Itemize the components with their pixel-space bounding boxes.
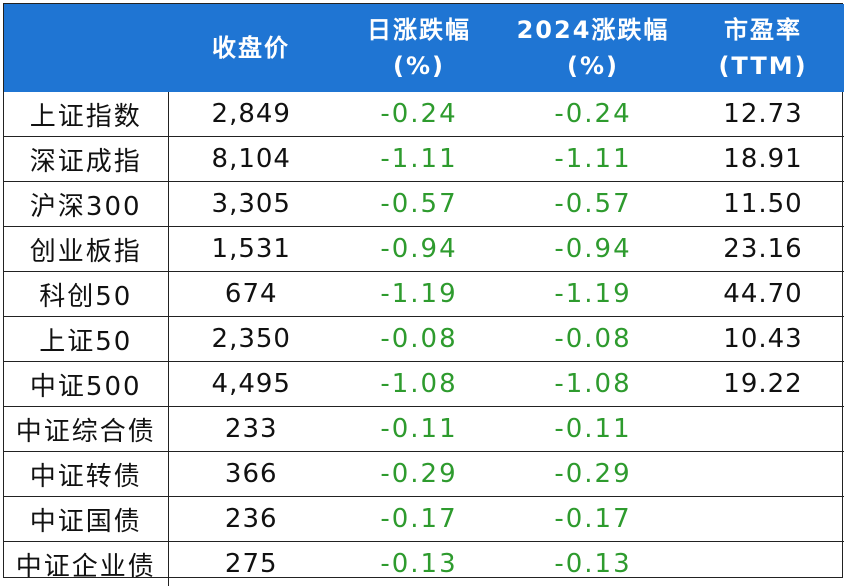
table-header-row: 收盘价 日涨跌幅 (%) 2024涨跌幅 (%) 市盈率 (TTM) — [4, 4, 844, 92]
daily-change-cell: -1.19 — [334, 272, 504, 317]
close-price-cell: 3,305 — [168, 182, 334, 227]
ytd-change-cell: -0.13 — [504, 542, 682, 586]
pe-ratio-cell: 44.70 — [682, 272, 844, 317]
ytd-change-cell: -0.11 — [504, 407, 682, 452]
pe-ratio-cell: 10.43 — [682, 317, 844, 362]
pe-ratio-cell: 23.16 — [682, 227, 844, 272]
header-pe-ratio-label: 市盈率 — [682, 12, 844, 48]
daily-change-cell: -0.13 — [334, 542, 504, 586]
pe-ratio-cell — [682, 542, 844, 586]
index-name-cell: 中证国债 — [4, 497, 168, 542]
daily-change-cell: -0.94 — [334, 227, 504, 272]
header-close-price: 收盘价 — [168, 4, 334, 92]
index-name-cell: 沪深300 — [4, 182, 168, 227]
header-pe-ratio-unit: (TTM) — [682, 48, 844, 84]
close-price-cell: 8,104 — [168, 137, 334, 182]
index-name-cell: 上证50 — [4, 317, 168, 362]
ytd-change-cell: -0.29 — [504, 452, 682, 497]
header-pe-ratio: 市盈率 (TTM) — [682, 4, 844, 92]
ytd-change-cell: -0.57 — [504, 182, 682, 227]
header-daily-change: 日涨跌幅 (%) — [334, 4, 504, 92]
close-price-cell: 236 — [168, 497, 334, 542]
close-price-cell: 2,849 — [168, 92, 334, 137]
daily-change-cell: -0.57 — [334, 182, 504, 227]
ytd-change-cell: -0.08 — [504, 317, 682, 362]
header-close-price-label: 收盘价 — [168, 30, 334, 66]
header-blank — [4, 4, 168, 92]
daily-change-cell: -0.08 — [334, 317, 504, 362]
close-price-cell: 674 — [168, 272, 334, 317]
header-ytd-change-unit: (%) — [504, 48, 682, 84]
index-name-cell: 中证综合债 — [4, 407, 168, 452]
daily-change-cell: -0.24 — [334, 92, 504, 137]
ytd-change-cell: -1.11 — [504, 137, 682, 182]
header-daily-change-label: 日涨跌幅 — [334, 12, 504, 48]
daily-change-cell: -0.17 — [334, 497, 504, 542]
header-ytd-change-label: 2024涨跌幅 — [504, 12, 682, 48]
ytd-change-cell: -1.19 — [504, 272, 682, 317]
index-name-cell: 中证企业债 — [4, 542, 168, 586]
close-price-cell: 233 — [168, 407, 334, 452]
daily-change-cell: -0.29 — [334, 452, 504, 497]
index-name-cell: 上证指数 — [4, 92, 168, 137]
header-ytd-change: 2024涨跌幅 (%) — [504, 4, 682, 92]
pe-ratio-cell: 11.50 — [682, 182, 844, 227]
ytd-change-cell: -0.24 — [504, 92, 682, 137]
daily-change-cell: -1.08 — [334, 362, 504, 407]
close-price-cell: 2,350 — [168, 317, 334, 362]
close-price-cell: 1,531 — [168, 227, 334, 272]
pe-ratio-cell — [682, 407, 844, 452]
header-daily-change-unit: (%) — [334, 48, 504, 84]
ytd-change-cell: -0.94 — [504, 227, 682, 272]
pe-ratio-cell — [682, 497, 844, 542]
ytd-change-cell: -0.17 — [504, 497, 682, 542]
close-price-cell: 366 — [168, 452, 334, 497]
daily-change-cell: -0.11 — [334, 407, 504, 452]
close-price-cell: 4,495 — [168, 362, 334, 407]
index-name-cell: 深证成指 — [4, 137, 168, 182]
index-name-cell: 科创50 — [4, 272, 168, 317]
index-name-cell: 中证500 — [4, 362, 168, 407]
pe-ratio-cell — [682, 452, 844, 497]
pe-ratio-cell: 12.73 — [682, 92, 844, 137]
index-name-cell: 创业板指 — [4, 227, 168, 272]
ytd-change-cell: -1.08 — [504, 362, 682, 407]
close-price-cell: 275 — [168, 542, 334, 586]
daily-change-cell: -1.11 — [334, 137, 504, 182]
pe-ratio-cell: 19.22 — [682, 362, 844, 407]
index-name-cell: 中证转债 — [4, 452, 168, 497]
pe-ratio-cell: 18.91 — [682, 137, 844, 182]
